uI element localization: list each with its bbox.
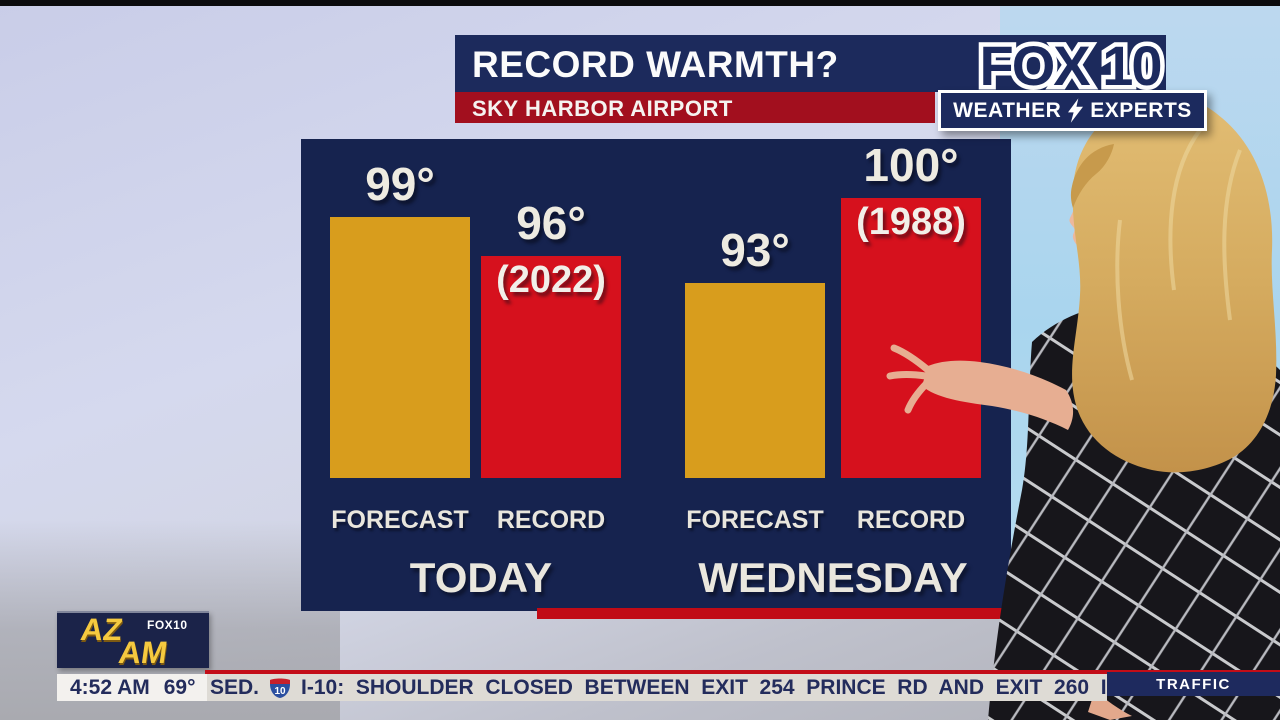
ticker-category-label: TRAFFIC [1156, 675, 1231, 693]
ticker-time: 4:52 AM [70, 676, 150, 699]
presenter-hand [886, 344, 932, 414]
bar-note-label: (2022) [496, 259, 606, 301]
group-label-wednesday: WEDNESDAY [698, 554, 968, 601]
presenter-hair-highlights [1115, 128, 1242, 381]
ticker-scroll-area: SED. 10 I-10: SHOULDER CLOSED BETWEEN EX… [207, 674, 1107, 701]
weather-experts-left: WEATHER [953, 98, 1062, 122]
lightning-bolt-icon [1068, 98, 1084, 123]
bar-today-forecast [330, 217, 470, 478]
top-letterbox-bar [0, 0, 1280, 6]
presenter-arm [922, 360, 1074, 430]
azam-logo-az: AZ [78, 612, 125, 647]
presenter-hair-bang [1070, 144, 1114, 208]
chart-red-underline [537, 608, 1012, 619]
ticker-cutoff-text: SED. [210, 676, 260, 699]
bar-wednesday-forecast [685, 283, 825, 478]
interstate-shield-number: 10 [274, 686, 286, 697]
bar-wednesday-record [841, 198, 981, 478]
bar-value-label: 99° [365, 158, 435, 210]
bar-category-label: RECORD [856, 506, 966, 534]
azam-logo-am: AM [116, 635, 170, 670]
fox10-logo: FOX 10 [975, 33, 1167, 97]
azam-logo-fox10: FOX10 [147, 618, 188, 632]
headline-banner [455, 35, 1166, 92]
weather-experts-right: EXPERTS [1090, 98, 1192, 122]
ticker-top-red-line [205, 670, 1280, 674]
bar-category-label: RECORD [496, 506, 606, 534]
bar-value-label: 100° [863, 139, 959, 191]
fox10-logo-text: FOX 10 [980, 34, 1161, 97]
chart-panel: 99° FORECAST 96° (2022) RECORD TODAY 93° FORECA… [301, 139, 1012, 619]
bar-category-label: FORECAST [331, 506, 469, 534]
ticker-time-box: 4:52 AM 69° [57, 674, 207, 701]
interstate-10-shield-icon: 10 [270, 678, 291, 698]
subheadline-banner [455, 92, 935, 123]
subheadline-text: SKY HARBOR AIRPORT [472, 96, 733, 121]
ticker-alert-text: I-10: SHOULDER CLOSED BETWEEN EXIT 254 P… [301, 676, 1107, 699]
weather-presenter [886, 94, 1280, 720]
bar-value-label: 93° [720, 224, 790, 276]
bar-category-label: FORECAST [686, 506, 824, 534]
bar-today-record [481, 256, 621, 478]
bar-note-label: (1988) [856, 201, 966, 243]
group-label-today: TODAY [409, 554, 553, 601]
azam-show-logo: AZ FOX10 AM [57, 611, 209, 670]
ticker-category-badge: TRAFFIC [1107, 672, 1280, 696]
weather-experts-badge: WEATHER EXPERTS [938, 90, 1207, 131]
bar-value-label: 96° [516, 197, 586, 249]
headline-text: RECORD WARMTH? [472, 44, 839, 85]
ticker-temperature: 69° [163, 676, 196, 699]
